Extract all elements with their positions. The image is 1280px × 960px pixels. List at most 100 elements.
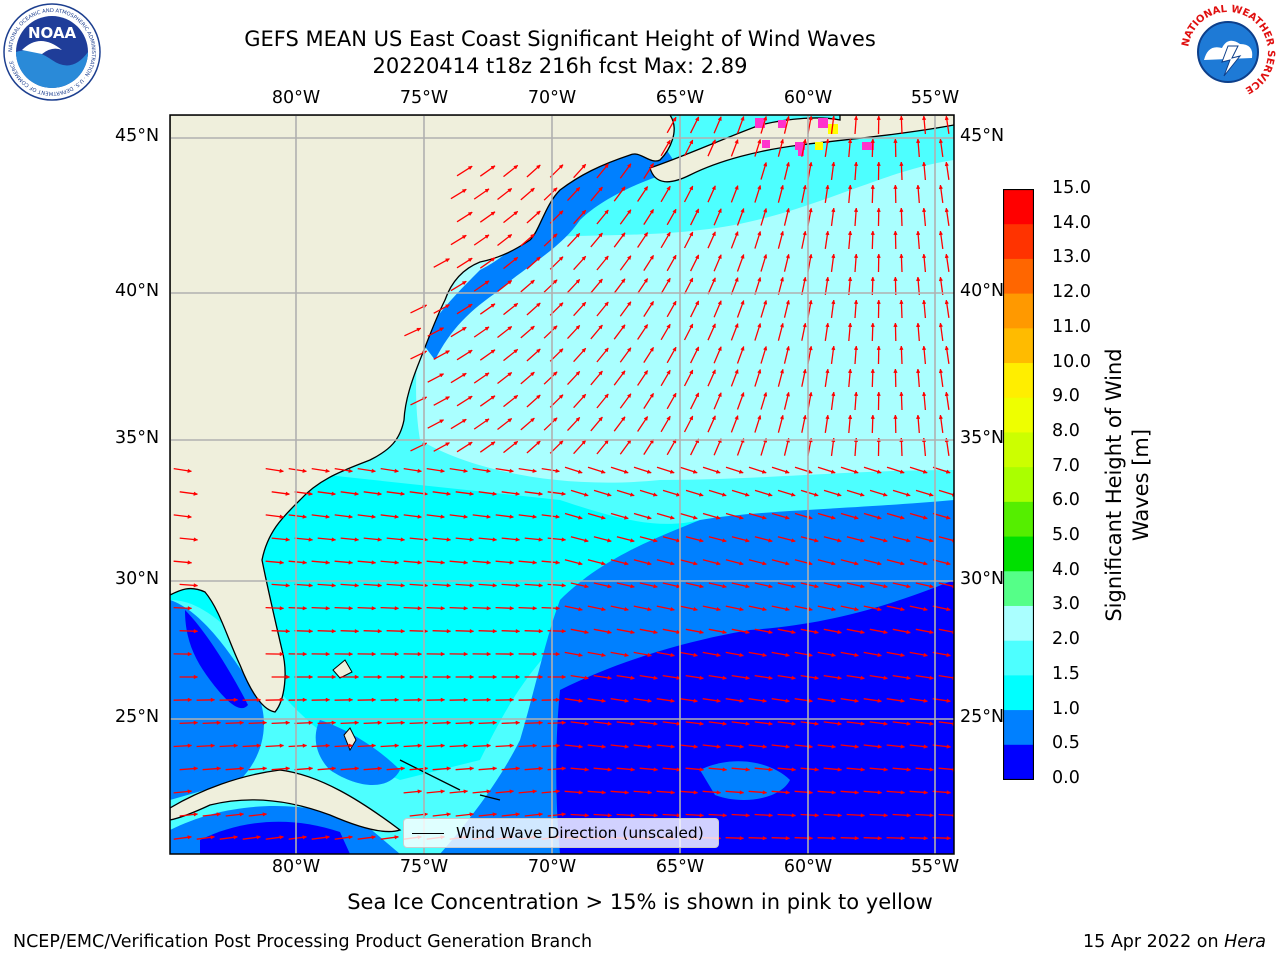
wave-arrow (590, 416, 603, 432)
wave-arrow (179, 812, 199, 817)
wave-arrow (380, 835, 400, 840)
wave-arrow (708, 813, 728, 818)
wave-arrow (543, 187, 558, 201)
wave-arrow (932, 559, 951, 566)
wave-arrow (363, 491, 383, 496)
wave-arrow (225, 812, 245, 817)
wave-arrow (495, 467, 515, 473)
wave-arrow (899, 391, 904, 411)
wave-arrow (899, 345, 904, 365)
wave-arrow (403, 560, 423, 565)
wave-arrow (679, 790, 699, 795)
wave-arrow (847, 184, 853, 204)
wave-arrow (915, 767, 935, 772)
wave-arrow (294, 766, 314, 771)
wave-arrow (503, 394, 519, 408)
wave-arrow (886, 512, 905, 520)
wave-arrow (363, 674, 383, 680)
wave-arrow (501, 674, 521, 680)
coastal-band-ne (420, 140, 680, 360)
lat-label-left: 25°N (115, 707, 160, 727)
wave-arrow (547, 720, 567, 725)
wave-arrow (892, 813, 912, 818)
wave-arrow (846, 767, 866, 772)
wave-arrow (573, 255, 587, 271)
wave-arrow (794, 605, 813, 612)
wave-arrow (794, 790, 814, 795)
wave-arrow (685, 582, 704, 589)
wave-arrow (288, 514, 308, 519)
wave-arrow (564, 790, 584, 795)
wave-arrow (610, 744, 630, 749)
wave-arrow (495, 651, 515, 657)
wave-arrow (922, 115, 927, 135)
wave-arrow (386, 491, 406, 496)
wave-arrow (317, 537, 337, 542)
wave-arrow (450, 418, 467, 430)
wave-arrow (242, 835, 262, 840)
wave-arrow (892, 628, 911, 635)
wave-arrow (736, 391, 745, 410)
wave-arrow (637, 416, 649, 432)
wave-arrow (524, 628, 544, 634)
wave-arrow (386, 583, 406, 588)
wave-arrow (730, 323, 739, 341)
wave-arrow (847, 230, 853, 250)
colorbar-tick-label: 1.0 (1052, 698, 1080, 719)
lon-label-bottom: 70°W (527, 857, 577, 877)
wave-arrow (886, 559, 905, 566)
wave-arrow (713, 392, 722, 410)
wave-arrow (433, 350, 451, 360)
wave-arrow (731, 628, 750, 635)
wave-arrow (870, 276, 875, 296)
wave-arrow (801, 138, 807, 157)
wave-arrow (893, 184, 898, 204)
wave-arrow (708, 536, 727, 543)
lat-label-left: 30°N (115, 569, 160, 589)
wave-arrow (288, 651, 308, 657)
wave-arrow (501, 583, 521, 588)
wave-arrow (357, 743, 377, 748)
colorbar-tick-label: 7.0 (1052, 455, 1080, 476)
colorbar-tick-label: 15.0 (1052, 178, 1091, 198)
wave-arrow (886, 790, 906, 795)
footer-host: Hera (1224, 932, 1266, 952)
lon-label-top: 80°W (271, 88, 321, 108)
wave-arrow (870, 230, 875, 250)
wave-arrow (547, 491, 567, 496)
wave-arrow (610, 790, 630, 795)
wave-arrow (311, 651, 331, 657)
wave-arrow (633, 605, 652, 612)
wave-arrow (456, 395, 473, 407)
wave-arrow (567, 370, 581, 386)
wave-arrow (643, 392, 655, 409)
wave-arrow (311, 514, 331, 519)
wave-arrow (271, 583, 291, 588)
wave-arrow (380, 743, 400, 748)
wave-arrow (426, 514, 446, 519)
wave-arrow (922, 207, 927, 227)
wave-arrow (449, 606, 469, 611)
colorbar-bin (1003, 536, 1034, 572)
wave-arrow (587, 559, 606, 566)
wave-arrow (265, 835, 285, 840)
wave-arrow (683, 185, 694, 203)
wave-arrow (847, 322, 853, 342)
wave-arrow (725, 605, 744, 612)
wave-arrow (863, 512, 882, 520)
wave-arrow (456, 257, 473, 269)
lat-label-left: 35°N (115, 428, 160, 448)
wave-arrow (567, 324, 581, 340)
wave-arrow (518, 514, 538, 519)
wave-arrow (736, 207, 745, 226)
wave-arrow (479, 165, 496, 177)
wave-arrow (863, 651, 883, 658)
colorbar-bin (1003, 258, 1034, 294)
wave-arrow (334, 514, 354, 519)
wave-arrow (725, 698, 745, 703)
wave-arrow (760, 161, 768, 180)
wave-arrow (317, 583, 337, 588)
wave-arrow (876, 161, 881, 181)
wave-arrow (570, 536, 589, 543)
wave-arrow (633, 651, 653, 658)
